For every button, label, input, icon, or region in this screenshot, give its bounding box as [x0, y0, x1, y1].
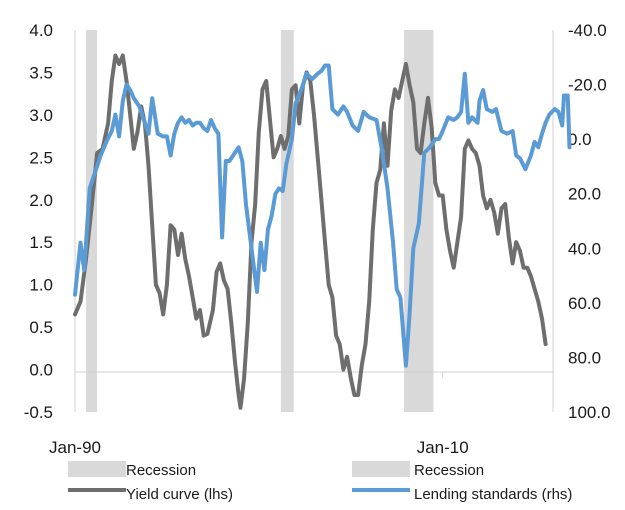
x-tick-labels: Jan-90 Jan-10	[49, 372, 469, 457]
axes	[74, 30, 554, 412]
left-tick-label: 1.0	[29, 276, 53, 295]
right-tick-label: 20.0	[568, 185, 601, 204]
legend-label: Recession	[126, 462, 196, 479]
x-tick-label: Jan-90	[49, 438, 101, 457]
left-tick-label: 0.5	[29, 318, 53, 337]
left-tick-label: 0.0	[29, 361, 53, 380]
legend-label: Lending standards (rhs)	[414, 486, 572, 503]
left-tick-labels: 4.0 3.5 3.0 2.5 2.0 1.5 1.0 0.5 0.0 -0.5	[24, 21, 53, 422]
series-lines	[73, 53, 572, 410]
right-tick-label: 100.0	[568, 403, 611, 422]
right-tick-label: 40.0	[568, 239, 601, 258]
left-tick-label: 3.5	[29, 63, 53, 82]
x-tick-label: Jan-10	[417, 438, 469, 457]
left-tick-label: 4.0	[29, 21, 53, 40]
legend-label: Yield curve (lhs)	[126, 486, 233, 503]
left-tick-label: 2.0	[29, 191, 53, 210]
legend-label: Recession	[414, 462, 484, 479]
right-tick-label: 60.0	[568, 294, 601, 313]
yield-curve-line	[73, 53, 548, 410]
recession-bands	[86, 30, 434, 412]
right-tick-label: 80.0	[568, 348, 601, 367]
left-tick-label: -0.5	[24, 403, 53, 422]
legend-swatch-recession	[352, 461, 410, 477]
right-tick-labels: -40.0 -20.0 0.0 20.0 40.0 60.0 80.0 100.0	[568, 21, 611, 422]
right-tick-label: 0.0	[568, 130, 592, 149]
legend-swatch-recession	[68, 461, 126, 477]
left-tick-label: 1.5	[29, 233, 53, 252]
lending-standards-line	[73, 63, 572, 368]
left-tick-label: 3.0	[29, 106, 53, 125]
legend: Recession Recession Yield curve (lhs) Lendi…	[68, 461, 572, 503]
left-tick-label: 2.5	[29, 148, 53, 167]
right-tick-label: -40.0	[568, 21, 607, 40]
right-tick-label: -20.0	[568, 76, 607, 95]
